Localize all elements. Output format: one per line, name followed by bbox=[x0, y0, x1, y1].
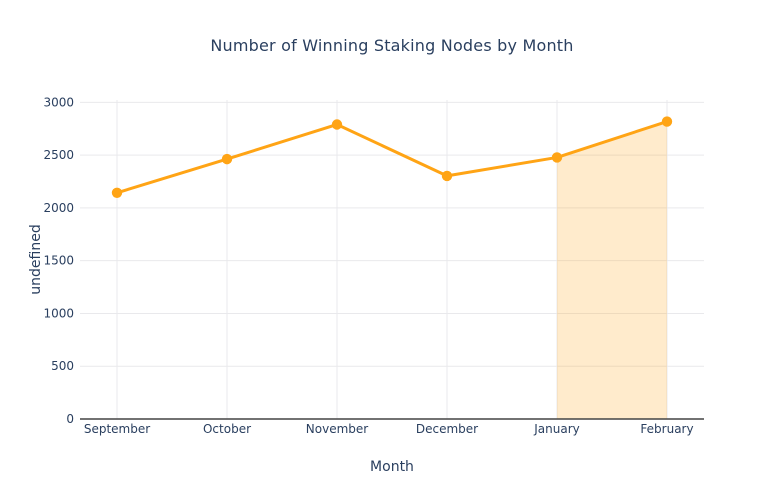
y-tick-label: 500 bbox=[51, 359, 74, 373]
x-tick-label: October bbox=[203, 422, 251, 436]
data-line bbox=[115, 120, 669, 195]
y-tick-label: 3000 bbox=[43, 95, 74, 109]
data-point-january[interactable] bbox=[551, 152, 563, 163]
x-tick-label: February bbox=[640, 422, 693, 436]
x-tick-label: September bbox=[84, 422, 150, 436]
y-tick-label: 0 bbox=[66, 412, 74, 426]
data-point-october[interactable] bbox=[221, 153, 233, 165]
chart-title: Number of Winning Staking Nodes by Month bbox=[210, 36, 574, 55]
data-point-december[interactable] bbox=[441, 170, 453, 182]
data-point-february[interactable] bbox=[661, 116, 673, 127]
y-tick-label: 1500 bbox=[43, 254, 74, 268]
x-tick-label: December bbox=[416, 422, 478, 436]
x-tick-label: November bbox=[306, 422, 368, 436]
highlight-area bbox=[557, 121, 667, 419]
y-axis-title: undefined bbox=[28, 224, 44, 294]
x-tick-label: January bbox=[533, 422, 580, 436]
x-axis-title: Month bbox=[370, 459, 414, 475]
data-point-november[interactable] bbox=[331, 119, 343, 130]
y-tick-label: 2500 bbox=[43, 148, 74, 162]
y-tick-label: 1000 bbox=[43, 306, 74, 320]
data-point-september[interactable] bbox=[111, 187, 123, 198]
y-tick-label: 2000 bbox=[43, 201, 74, 215]
